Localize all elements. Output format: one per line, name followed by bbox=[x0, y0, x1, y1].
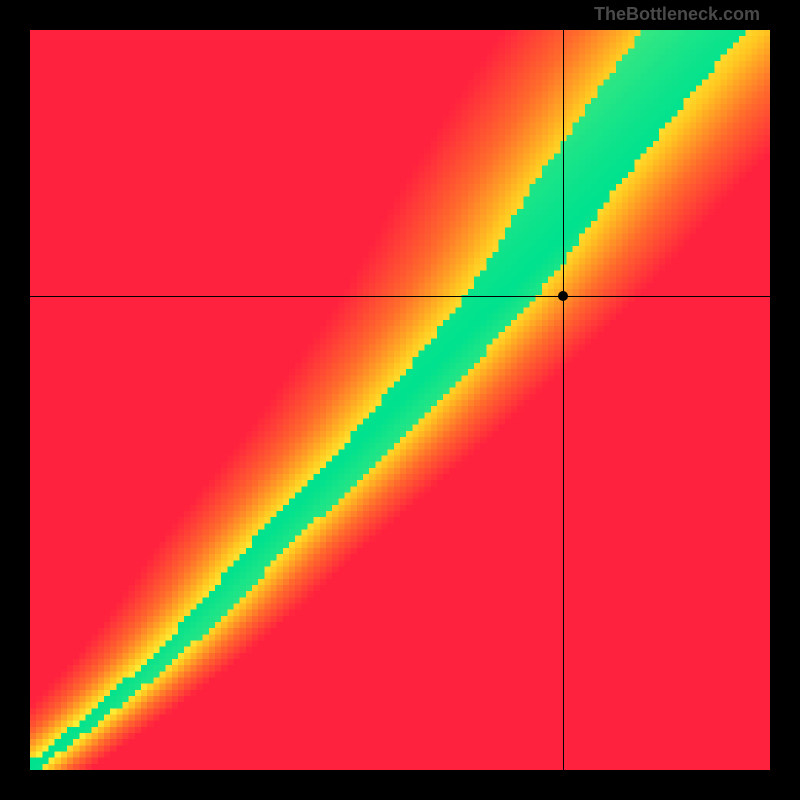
bottleneck-heatmap bbox=[30, 30, 770, 770]
crosshair-horizontal bbox=[30, 296, 770, 297]
watermark-text: TheBottleneck.com bbox=[594, 4, 760, 25]
crosshair-vertical bbox=[563, 30, 564, 770]
heatmap-canvas bbox=[30, 30, 770, 770]
selection-marker[interactable] bbox=[558, 291, 568, 301]
